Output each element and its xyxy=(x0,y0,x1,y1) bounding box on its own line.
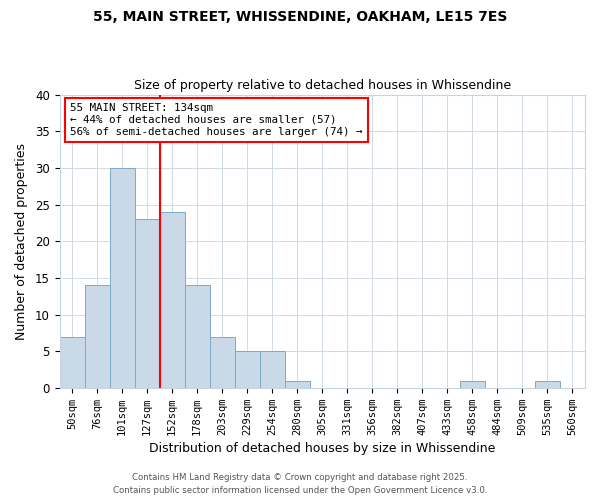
Text: 55 MAIN STREET: 134sqm
← 44% of detached houses are smaller (57)
56% of semi-det: 55 MAIN STREET: 134sqm ← 44% of detached… xyxy=(70,104,362,136)
Bar xyxy=(535,380,560,388)
Bar xyxy=(59,336,85,388)
Bar xyxy=(160,212,185,388)
Bar xyxy=(134,219,160,388)
Bar xyxy=(110,168,134,388)
Bar xyxy=(285,380,310,388)
Bar xyxy=(235,351,260,388)
Bar xyxy=(209,336,235,388)
Y-axis label: Number of detached properties: Number of detached properties xyxy=(15,142,28,340)
Bar xyxy=(85,285,110,388)
Bar xyxy=(260,351,285,388)
Text: 55, MAIN STREET, WHISSENDINE, OAKHAM, LE15 7ES: 55, MAIN STREET, WHISSENDINE, OAKHAM, LE… xyxy=(93,10,507,24)
Text: Contains HM Land Registry data © Crown copyright and database right 2025.
Contai: Contains HM Land Registry data © Crown c… xyxy=(113,474,487,495)
Bar xyxy=(185,285,209,388)
X-axis label: Distribution of detached houses by size in Whissendine: Distribution of detached houses by size … xyxy=(149,442,496,455)
Title: Size of property relative to detached houses in Whissendine: Size of property relative to detached ho… xyxy=(134,79,511,92)
Bar xyxy=(460,380,485,388)
